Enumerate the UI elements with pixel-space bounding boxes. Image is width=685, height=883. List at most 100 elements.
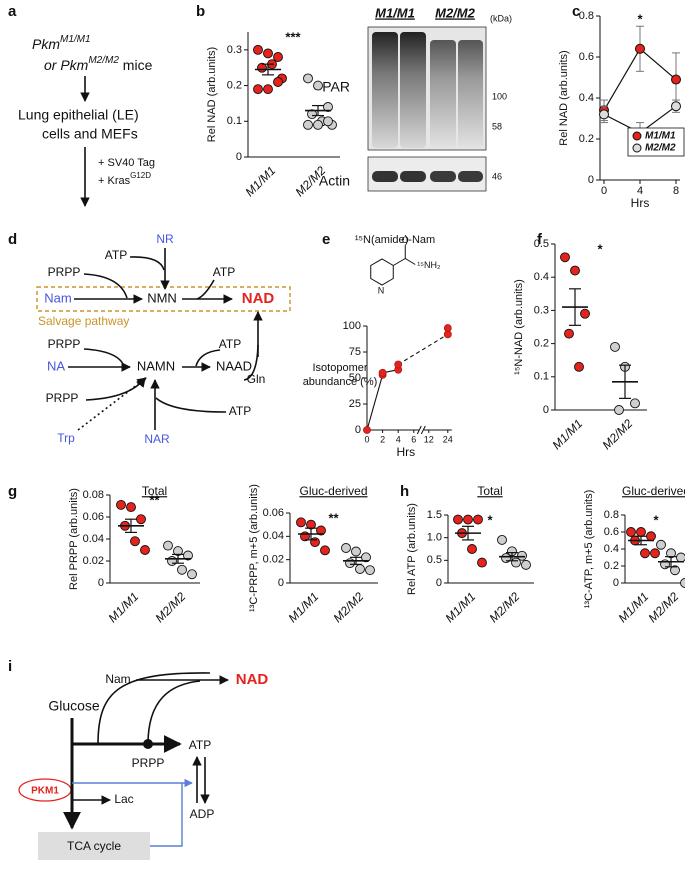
node: ATP: [105, 248, 127, 262]
data-point: [303, 119, 313, 130]
lane-label: M1/M1: [375, 5, 415, 20]
x-tick-label: M2/M2: [153, 589, 189, 625]
data-point: [521, 559, 531, 570]
node: NAD: [236, 671, 269, 688]
data-point: [671, 101, 681, 112]
node: Nam: [44, 290, 71, 305]
x-tick-label: 24: [443, 434, 453, 444]
y-axis-label: ¹³C-ATP, m+5 (arb.units): [583, 490, 595, 608]
node: NAD: [242, 290, 275, 307]
series-line: [366, 374, 384, 431]
lane: [458, 40, 483, 148]
panel-label: c: [572, 3, 580, 20]
node: NR: [156, 232, 174, 246]
y-tick-label: 0.2: [227, 79, 242, 91]
chart-title: Gluc-derived: [299, 484, 367, 498]
x-tick-label: M1/M1: [443, 589, 479, 625]
data-point: [316, 525, 326, 536]
y-tick-label: 0.8: [579, 10, 594, 22]
data-point: [313, 119, 323, 130]
label: PkmM1/M1: [32, 34, 91, 52]
node: PRPP: [46, 391, 79, 405]
data-point: [599, 109, 609, 120]
significance: **: [328, 510, 339, 525]
arrow: [77, 377, 147, 431]
arrow: [147, 680, 201, 745]
y-tick-label: 0.08: [83, 489, 104, 501]
arrow: [83, 273, 128, 299]
x-axis-label: Hrs: [396, 445, 415, 459]
node: TCA cycle: [67, 839, 121, 853]
arrow: [83, 348, 125, 367]
y-tick-label: 0: [236, 151, 242, 163]
data-point: [263, 84, 273, 95]
y-axis-label: ¹⁵N-NAD (arb.units): [513, 279, 525, 375]
y-tick-label: 0.1: [534, 371, 549, 383]
atom: O: [402, 235, 409, 245]
data-point: [307, 109, 317, 120]
blot-label: PAR: [322, 79, 350, 95]
y-tick-label: 0.1: [227, 115, 242, 127]
data-point: [323, 116, 333, 127]
node: PRPP: [132, 756, 165, 770]
data-point: [136, 514, 146, 525]
significance: *: [487, 512, 493, 527]
series-line: [397, 333, 449, 365]
panel-label: f: [537, 231, 543, 248]
chart-title: Gluc-derived: [622, 484, 685, 498]
lane: [430, 40, 456, 148]
y-tick-label: 0.02: [83, 555, 104, 567]
x-tick-label: 12: [424, 434, 434, 444]
ring: [370, 258, 394, 286]
y-tick-label: 0.2: [534, 338, 549, 350]
node: Lac: [114, 792, 133, 806]
y-tick-label: 0.04: [83, 533, 104, 545]
node: ATP: [229, 404, 251, 418]
y-tick-label: 0.3: [534, 304, 549, 316]
data-point: [560, 252, 570, 263]
legend-swatch: [632, 143, 642, 153]
data-point: [310, 537, 320, 548]
y-tick-label: 0: [588, 174, 594, 186]
panel-label: d: [8, 231, 17, 248]
y-tick-label: 0.6: [604, 526, 619, 538]
label: + SV40 Tag: [98, 157, 155, 169]
panel-label: i: [8, 658, 12, 675]
x-tick-label: M1/M1: [286, 589, 322, 625]
y-tick-label: 100: [343, 320, 361, 332]
data-point: [671, 74, 681, 85]
x-tick-label: M1/M1: [106, 589, 142, 625]
marker: 46: [492, 171, 502, 181]
data-point: [351, 546, 361, 557]
y-tick-label: 0.5: [534, 238, 549, 250]
node: ATP: [189, 738, 211, 752]
node: ATP: [213, 265, 235, 279]
significance: *: [597, 241, 603, 256]
y-tick-label: 1.5: [427, 509, 442, 521]
atom: N: [378, 285, 385, 295]
marker: 58: [492, 121, 502, 131]
band: [458, 171, 483, 182]
y-axis-label: Rel PRPP (arb.units): [68, 488, 80, 590]
x-tick-label: M1/M1: [550, 416, 586, 452]
significance: **: [149, 492, 160, 507]
structure: N: [370, 245, 416, 295]
bond: [393, 258, 406, 266]
label: + KrasG12D: [98, 171, 151, 187]
data-point: [296, 517, 306, 528]
data-point: [253, 84, 263, 95]
y-tick-label: 0: [355, 424, 361, 436]
panel-label: g: [8, 483, 17, 500]
data-point: [636, 527, 646, 537]
legend-label: M2/M2: [645, 143, 676, 154]
node: PRPP: [48, 337, 81, 351]
box-label: Salvage pathway: [38, 314, 129, 328]
x-tick-label: M1/M1: [243, 163, 279, 199]
data-point: [680, 578, 685, 588]
data-point: [323, 102, 333, 112]
diagram-d: Salvage pathway NR ATP PRPP ATP Nam NMN …: [36, 232, 291, 446]
arrow: [85, 377, 146, 401]
y-tick-label: 25: [349, 398, 361, 410]
data-point: [635, 43, 645, 54]
arrow: [97, 672, 211, 745]
